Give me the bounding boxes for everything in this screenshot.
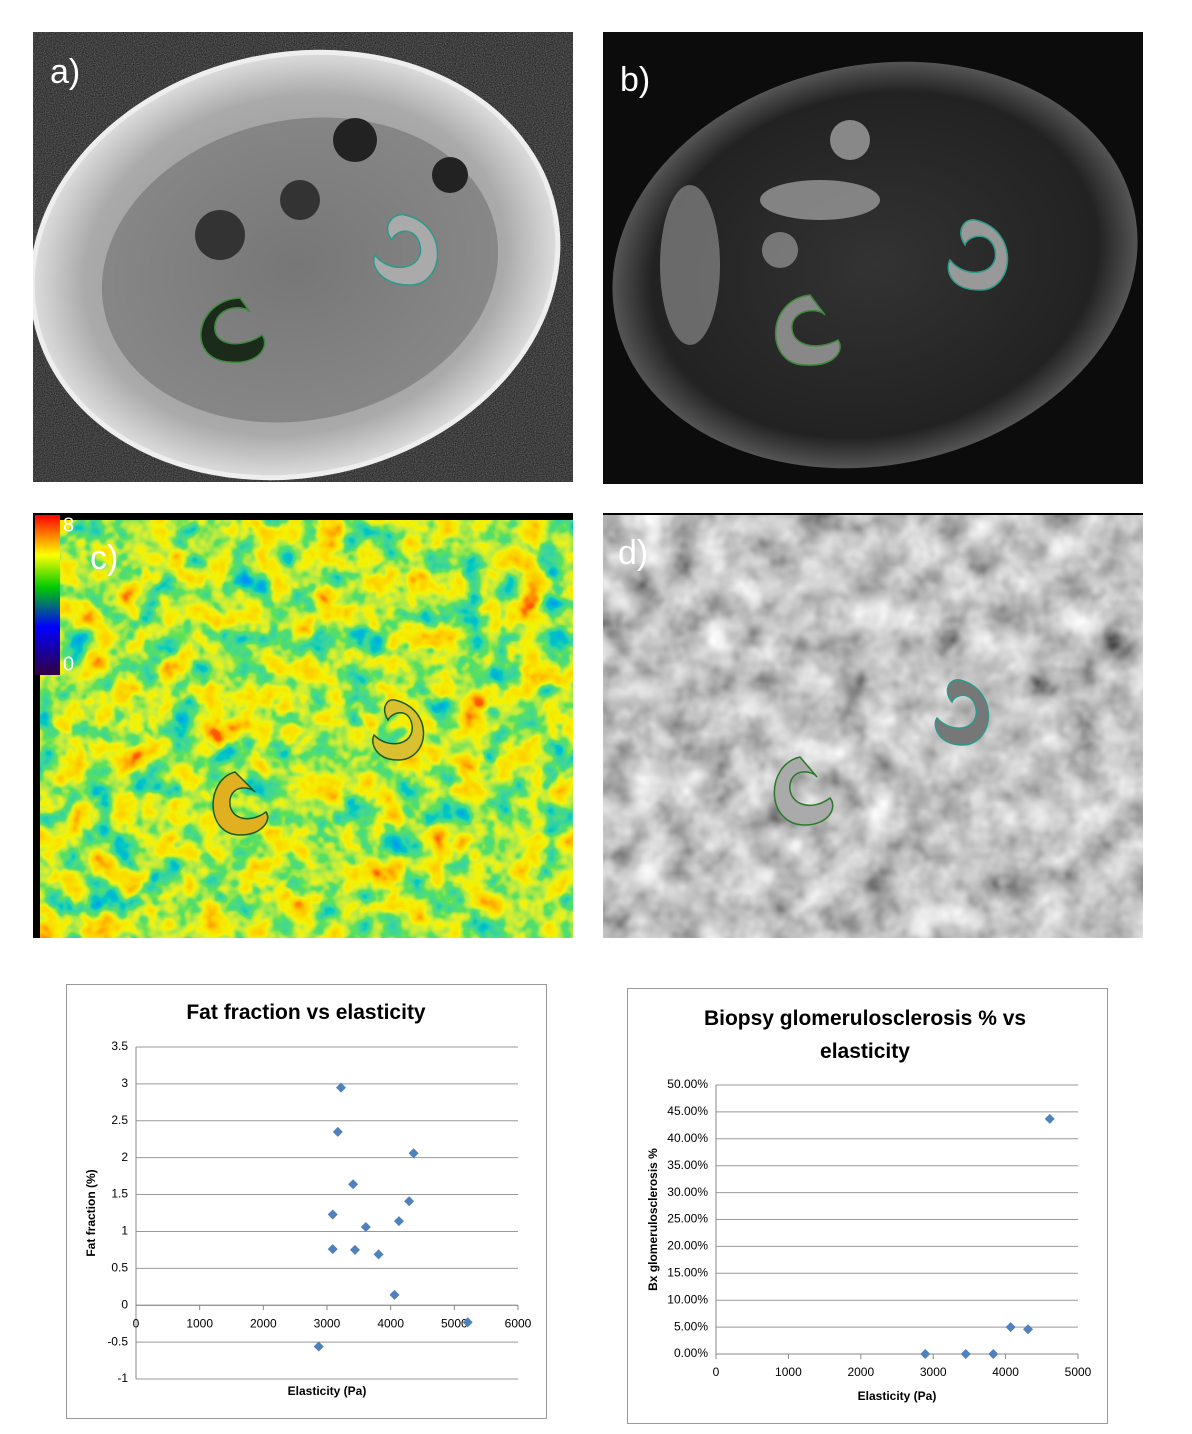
x-tick-label: 0 [713, 1365, 720, 1379]
panel-b-image [603, 32, 1143, 484]
x-tick-label: 5000 [441, 1316, 468, 1330]
x-tick-label: 5000 [1065, 1365, 1092, 1379]
x-tick-label: 2000 [847, 1365, 874, 1379]
chart-frame [66, 984, 547, 1419]
y-tick-label: 3.5 [111, 1039, 128, 1053]
x-tick-label: 4000 [992, 1365, 1019, 1379]
panel-label: a) [50, 53, 80, 91]
point [332, 1126, 343, 1137]
x-tick-label: 0 [133, 1316, 140, 1330]
y-tick-label: 10.00% [667, 1292, 708, 1306]
x-tick-label: 1000 [186, 1316, 213, 1330]
point [348, 1179, 359, 1190]
x-tick-label: 3000 [314, 1316, 341, 1330]
point [360, 1222, 371, 1233]
y-tick-label: 2.5 [111, 1113, 128, 1127]
panel-a-image [33, 32, 573, 482]
x-tick-label: 2000 [250, 1316, 277, 1330]
point [389, 1289, 400, 1300]
panel-label: c) [90, 539, 118, 577]
point [327, 1209, 338, 1220]
point [408, 1148, 419, 1159]
y-tick-label: 1.5 [111, 1187, 128, 1201]
y-tick-label: 50.00% [667, 1077, 708, 1091]
colorbar-min: 0 [63, 653, 74, 675]
y-tick-label: 1 [121, 1224, 128, 1238]
y-tick-label: 40.00% [667, 1131, 708, 1145]
y-tick-label: 35.00% [667, 1158, 708, 1172]
y-tick-label: -1 [117, 1371, 128, 1385]
point [1005, 1322, 1016, 1333]
point [960, 1349, 971, 1359]
point [1023, 1324, 1034, 1335]
point [393, 1216, 404, 1227]
chart-title: Fat fraction vs elasticity [186, 1001, 426, 1024]
point [327, 1244, 338, 1255]
y-axis-label: Bx glomerulosclerosis % [646, 1148, 660, 1291]
y-tick-label: 20.00% [667, 1239, 708, 1253]
panel-d-image [603, 513, 1143, 938]
x-tick-label: 3000 [920, 1365, 947, 1379]
chart-frame [627, 988, 1108, 1424]
panel-label: b) [620, 61, 650, 99]
y-tick-label: 2 [121, 1150, 128, 1164]
x-tick-label: 6000 [505, 1316, 532, 1330]
x-tick-label: 1000 [775, 1365, 802, 1379]
y-tick-label: -0.5 [107, 1334, 128, 1348]
colorbar-max: 8 [63, 514, 74, 536]
point [988, 1349, 999, 1359]
x-axis-label: Elasticity (Pa) [858, 1389, 937, 1403]
point [404, 1196, 415, 1207]
point [1044, 1113, 1055, 1124]
point [336, 1082, 347, 1093]
y-tick-label: 15.00% [667, 1265, 708, 1279]
y-tick-label: 0.00% [674, 1346, 708, 1360]
y-tick-label: 5.00% [674, 1319, 708, 1333]
y-tick-label: 30.00% [667, 1185, 708, 1199]
y-tick-label: 0.5 [111, 1261, 128, 1275]
point [462, 1317, 473, 1328]
x-axis-label: Elasticity (Pa) [288, 1384, 367, 1398]
y-axis-label: Fat fraction (%) [84, 1169, 98, 1256]
y-tick-label: 45.00% [667, 1104, 708, 1118]
point [373, 1249, 384, 1260]
point [313, 1341, 324, 1352]
y-tick-label: 3 [121, 1076, 128, 1090]
y-tick-label: 25.00% [667, 1212, 708, 1226]
x-tick-label: 4000 [377, 1316, 404, 1330]
point [920, 1349, 931, 1359]
panel-label: d) [618, 534, 648, 572]
y-tick-label: 0 [121, 1297, 128, 1311]
chart-title: Biopsy glomerulosclerosis % vs elasticit… [703, 1007, 1027, 1063]
panel-c-image [33, 513, 573, 938]
point [350, 1244, 361, 1255]
